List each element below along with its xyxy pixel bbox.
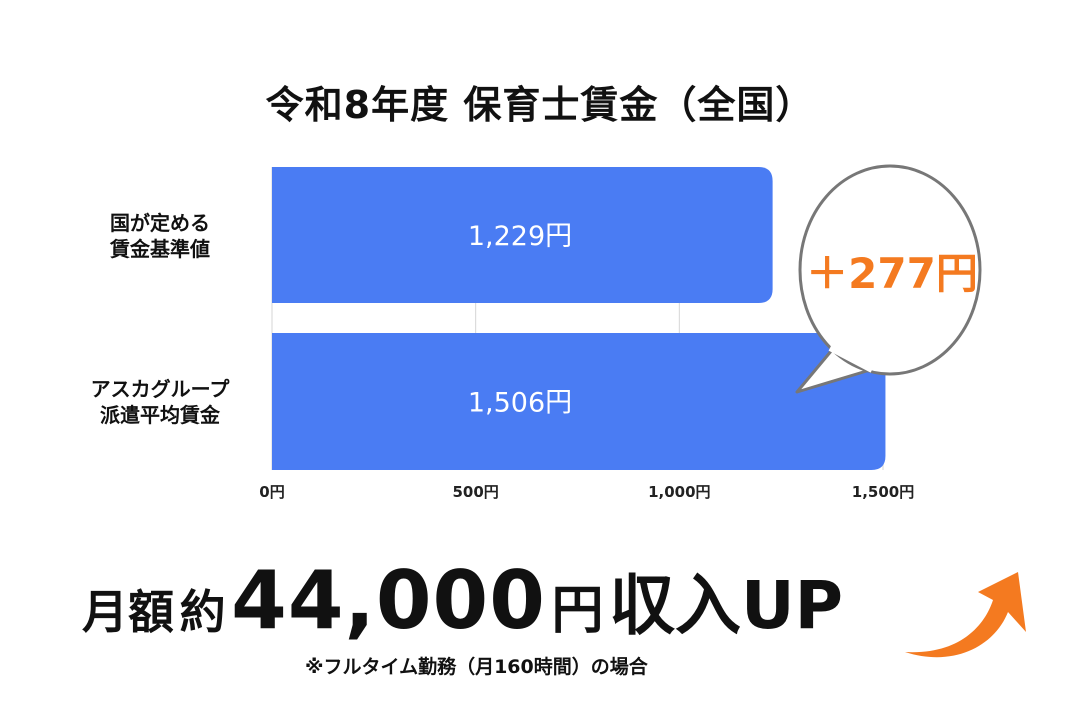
bar-data-label: 1,229円 <box>468 221 572 252</box>
headline: 月額 約 44,000 円 収入UP <box>82 552 843 648</box>
headline-amount: 44,000 <box>231 554 546 647</box>
footnote: ※フルタイム勤務（月160時間）の場合 <box>305 656 648 678</box>
headline-prefix: 月額 <box>82 585 174 639</box>
bar <box>272 167 773 303</box>
headline-suffix: 収入UP <box>609 567 844 644</box>
category-label-asuka: アスカグループ 派遣平均賃金 <box>40 376 280 428</box>
category-label-line: 派遣平均賃金 <box>100 403 220 427</box>
x-tick-label: 0円 <box>259 483 284 501</box>
category-label-line: アスカグループ <box>90 377 230 401</box>
speech-bubble-join <box>828 345 874 373</box>
x-tick-label: 1,500円 <box>852 483 914 501</box>
category-label-line: 賃金基準値 <box>110 237 210 261</box>
difference-annotation: ＋277円 <box>806 249 978 298</box>
x-tick-label: 500円 <box>453 483 499 501</box>
category-label-standard: 国が定める 賃金基準値 <box>40 210 280 262</box>
x-tick-label: 1,000円 <box>648 483 710 501</box>
chart-title: 令和8年度 保育士賃金（全国） <box>265 83 815 127</box>
bar <box>272 333 886 470</box>
headline-unit: 円 <box>551 581 604 641</box>
category-label-line: 国が定める <box>110 211 210 235</box>
headline-approx: 約 <box>179 585 226 639</box>
bar-data-label: 1,506円 <box>468 388 572 419</box>
speech-bubble <box>798 164 982 376</box>
